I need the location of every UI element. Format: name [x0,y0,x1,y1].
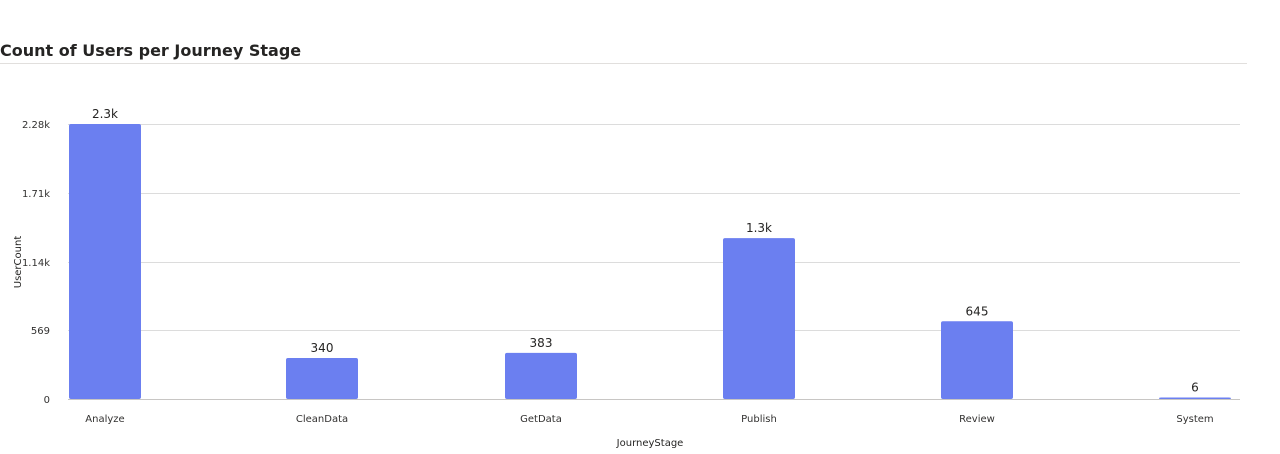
bar-cleandata[interactable] [286,358,358,399]
data-label: 340 [311,341,334,355]
chart-title: Count of Users per Journey Stage [0,41,302,60]
x-tick-label: Analyze [85,414,124,425]
x-axis-title: JourneyStage [616,438,684,449]
y-tick-label: 1.71k [22,189,50,200]
x-axis-ticks: Analyze CleanData GetData Publish Review Syst… [85,414,1213,425]
y-tick-label: 569 [31,326,50,337]
x-tick-label: CleanData [296,414,348,425]
bar-getdata[interactable] [505,352,577,399]
y-tick-label: 2.28k [22,120,50,131]
data-label: 2.3k [92,107,118,121]
y-tick-label: 0 [44,395,50,406]
data-label: 383 [530,336,553,350]
y-tick-label: 1.14k [22,258,50,269]
x-tick-label: Publish [741,414,777,425]
data-labels: 2.3k 340 383 1.3k 645 6 [92,107,1199,395]
data-label: 6 [1191,381,1199,395]
data-label: 645 [966,304,989,318]
gridlines [68,124,1240,400]
bar-review[interactable] [941,321,1013,399]
bar-analyze[interactable] [69,124,141,399]
x-tick-label: Review [959,414,995,425]
bar-system[interactable] [1159,397,1231,400]
y-axis-title: UserCount [13,236,24,289]
y-axis-ticks: 0 569 1.14k 1.71k 2.28k [22,120,50,406]
x-tick-label: System [1176,414,1213,425]
bar-publish[interactable] [723,238,795,399]
bars [69,124,1231,399]
title-divider [0,63,1247,64]
data-label: 1.3k [746,221,772,235]
x-tick-label: GetData [520,414,562,425]
